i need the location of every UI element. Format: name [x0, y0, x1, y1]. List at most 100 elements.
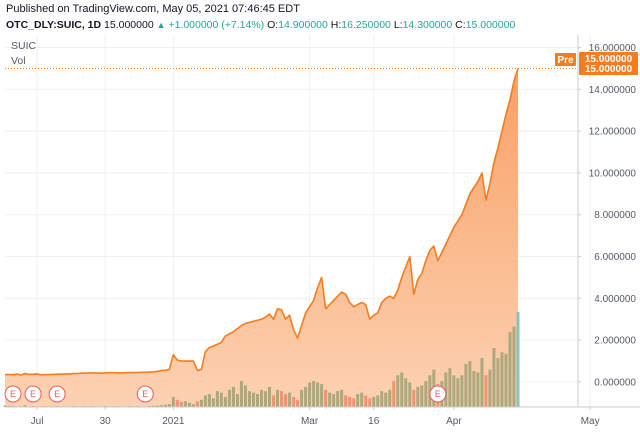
volume-bar	[151, 405, 155, 407]
last-price-tag-label: 15.000000	[585, 64, 633, 75]
volume-bar	[504, 353, 508, 407]
volume-bar	[380, 391, 384, 407]
close-value: 15.000000	[465, 19, 516, 31]
volume-bar	[324, 389, 328, 407]
price-line	[5, 68, 519, 376]
volume-bar	[360, 392, 364, 407]
chart-header: Published on TradingView.com, May 05, 20…	[0, 0, 640, 35]
volume-bar	[247, 391, 251, 407]
volume-bar	[292, 396, 296, 407]
volume-bar	[167, 404, 171, 407]
volume-bar	[199, 399, 203, 407]
volume-bar	[388, 389, 392, 407]
volume-bar	[195, 401, 199, 407]
x-tick-label: Jul	[31, 416, 44, 427]
volume-bar	[268, 386, 272, 407]
volume-bar	[312, 381, 316, 407]
volume-bar	[243, 385, 247, 407]
volume-bar	[3, 405, 7, 407]
volume-bar	[223, 396, 227, 407]
last-price: 15.000000	[104, 19, 154, 31]
volume-bar	[376, 395, 380, 407]
volume-bar	[496, 358, 500, 407]
quote-bar: OTC_DLY:SUIC, 1D 15.000000 ▲ +1.000000 (…	[6, 19, 515, 31]
volume-bar	[364, 395, 368, 407]
volume-bar	[227, 389, 231, 407]
volume-bar	[308, 382, 312, 407]
earnings-marker: E	[24, 385, 42, 403]
volume-bar	[412, 389, 416, 407]
volume-bar	[424, 381, 428, 407]
volume-bar	[452, 375, 456, 407]
volume-bar	[272, 395, 276, 407]
x-tick-label: 16	[368, 416, 380, 427]
volume-bar	[416, 386, 420, 407]
volume-bar	[384, 392, 388, 407]
volume-bar	[215, 391, 219, 407]
pre-tag-label: Pre	[557, 55, 574, 66]
volume-bar	[235, 394, 239, 407]
volume-bar	[328, 392, 332, 407]
symbol-label[interactable]: OTC_DLY:SUIC, 1D	[6, 19, 102, 31]
volume-bar	[276, 389, 280, 407]
volume-bar	[288, 392, 292, 407]
y-tick-label: 12.000000	[589, 127, 637, 138]
y-tick-label: 0.000000	[594, 377, 636, 388]
earnings-marker-label: E	[54, 389, 60, 399]
volume-bar	[444, 372, 448, 407]
volume-bar	[163, 404, 167, 407]
volume-bar	[488, 369, 492, 407]
volume-bar	[348, 396, 352, 407]
y-tick-label: 2.000000	[594, 336, 636, 347]
volume-bar	[508, 332, 512, 407]
price-area-fill	[5, 68, 518, 407]
earnings-marker: E	[4, 385, 22, 403]
volume-bar	[356, 394, 360, 407]
volume-bar	[7, 405, 11, 407]
volume-bar	[260, 389, 264, 407]
volume-bar	[464, 363, 468, 407]
volume-bar	[340, 389, 344, 407]
volume-bar	[23, 405, 27, 407]
open-label: O:	[267, 19, 279, 31]
volume-bar	[344, 395, 348, 407]
open-value: 14.900000	[278, 19, 328, 31]
volume-bar	[187, 402, 191, 407]
earnings-marker-label: E	[435, 389, 441, 399]
volume-bar	[191, 404, 195, 407]
volume-bar	[456, 378, 460, 407]
volume-bar	[239, 381, 243, 407]
volume-bar	[468, 360, 472, 407]
volume-bar	[404, 378, 408, 407]
x-tick-label: 2021	[162, 416, 185, 427]
y-tick-label: 4.000000	[594, 294, 636, 305]
low-label: L:	[393, 19, 403, 31]
earnings-marker-circle	[24, 385, 42, 403]
volume-bar	[484, 375, 488, 407]
volume-bar	[448, 368, 452, 407]
volume-bar	[420, 385, 424, 407]
volume-bar	[476, 372, 480, 407]
legend-symbol: SUIC	[11, 40, 37, 52]
triangle-up-icon: ▲	[156, 20, 166, 30]
volume-bar	[332, 394, 336, 407]
price-chart[interactable]: 16.000000 14.000000 12.000000 10.000000 8.00…	[0, 35, 640, 433]
volume-bar	[179, 401, 183, 407]
earnings-marker: E	[136, 385, 154, 403]
price-change: +1.000000 (+7.14%)	[168, 19, 265, 31]
close-label: C:	[455, 19, 466, 31]
y-tick-label: 6.000000	[594, 252, 636, 263]
earnings-marker: E	[429, 385, 447, 403]
volume-bar	[304, 386, 308, 407]
volume-bar	[207, 394, 211, 407]
x-tick-label: May	[581, 416, 600, 427]
volume-bar	[516, 312, 520, 407]
x-tick-label: Apr	[446, 416, 462, 427]
volume-bar	[408, 382, 412, 407]
volume-bar	[300, 389, 304, 407]
earnings-marker-circle	[136, 385, 154, 403]
volume-bar	[316, 382, 320, 407]
volume-bar	[231, 386, 235, 407]
volume-bar	[296, 399, 300, 407]
high-label: H:	[330, 19, 342, 31]
